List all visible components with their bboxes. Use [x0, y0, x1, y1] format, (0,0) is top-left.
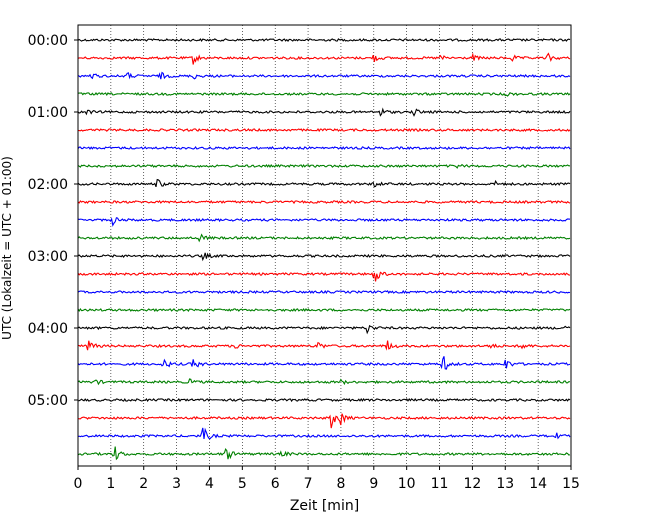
- trace-0115: [77, 127, 571, 133]
- x-tick-label: 5: [238, 476, 247, 492]
- trace-0330: [77, 289, 571, 295]
- y-tick-label: 05:00: [28, 393, 68, 409]
- y-tick-label: 04:00: [28, 321, 68, 337]
- x-tick-label: 4: [205, 476, 214, 492]
- x-tick-label: 10: [398, 476, 416, 492]
- trace-0000: [77, 38, 571, 42]
- trace-0200: [77, 178, 571, 188]
- x-tick-label: 11: [431, 476, 449, 492]
- trace-0300: [77, 252, 571, 262]
- trace-0500: [77, 397, 571, 403]
- trace-0445: [77, 378, 571, 386]
- y-tick-label: 01:00: [28, 105, 68, 121]
- trace-0245: [77, 233, 571, 243]
- trace-0030: [77, 71, 571, 80]
- trace-0100: [77, 107, 571, 117]
- seismic-traces: [77, 38, 571, 461]
- x-tick-label: 3: [172, 476, 181, 492]
- x-tick-label: 13: [496, 476, 514, 492]
- x-tick-label: 6: [271, 476, 280, 492]
- trace-0345: [77, 307, 571, 313]
- y-tick-label: 02:00: [28, 177, 68, 193]
- x-tick-label: 7: [304, 476, 313, 492]
- y-tick-label: 00:00: [28, 33, 68, 49]
- plot-frame: [77, 24, 572, 467]
- trace-0530: [77, 427, 571, 440]
- x-axis: 0 1 2 3 4 5 6 7 8 9 10 11 12 13 14 15: [74, 466, 580, 492]
- trace-0545: [77, 446, 571, 461]
- trace-0215: [77, 199, 571, 205]
- x-tick-label: 1: [106, 476, 115, 492]
- y-axis-label: UTC (Lokalzeit = UTC + 01:00): [0, 156, 14, 340]
- trace-0430: [77, 356, 571, 370]
- x-tick-label: 8: [336, 476, 345, 492]
- trace-0130: [77, 145, 571, 151]
- x-tick-label: 12: [463, 476, 481, 492]
- trace-0015: [77, 52, 571, 65]
- trace-0145: [77, 163, 571, 169]
- x-tick-label: 15: [562, 476, 580, 492]
- x-tick-label: 14: [529, 476, 547, 492]
- x-tick-label: 2: [139, 476, 148, 492]
- trace-0315: [77, 271, 571, 282]
- trace-0045: [77, 91, 571, 97]
- trace-0415: [77, 340, 571, 351]
- trace-0515: [77, 413, 571, 429]
- y-tick-label: 03:00: [28, 249, 68, 265]
- x-axis-label: Zeit [min]: [290, 498, 359, 514]
- y-axis: 00:00 01:00 02:00 03:00 04:00 05:00: [28, 33, 78, 409]
- x-tick-label: 0: [74, 476, 83, 492]
- x-tick-label: 9: [369, 476, 378, 492]
- trace-0400: [77, 324, 571, 335]
- trace-0230: [77, 217, 571, 227]
